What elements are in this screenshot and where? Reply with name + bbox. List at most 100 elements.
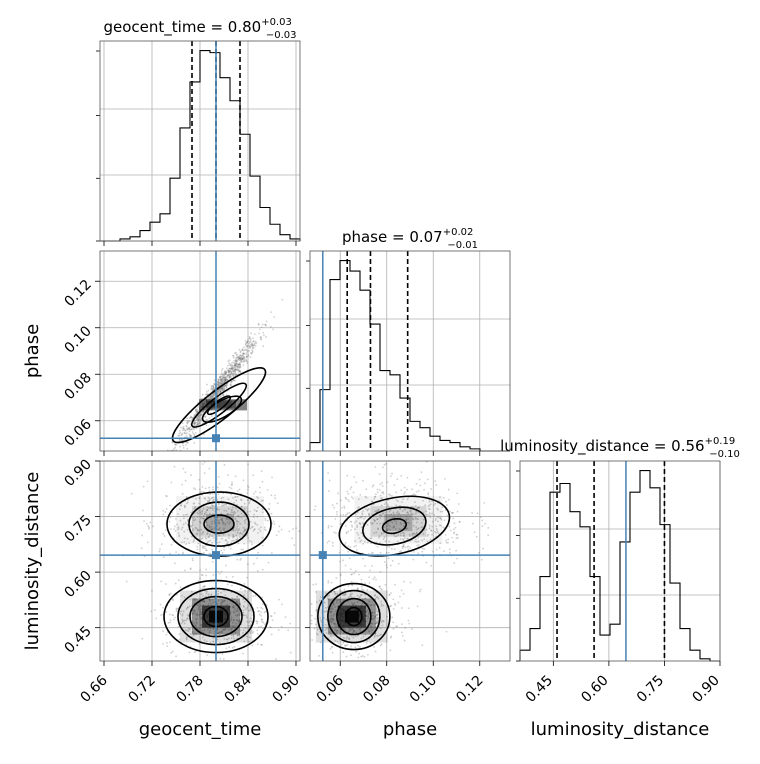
sample-point xyxy=(266,519,269,522)
sample-point xyxy=(195,624,197,627)
sample-point xyxy=(206,654,209,656)
sample-point xyxy=(247,609,250,612)
sample-point xyxy=(389,528,392,531)
sample-point xyxy=(424,504,427,507)
sample-point xyxy=(207,593,210,596)
sample-point xyxy=(377,634,380,637)
sample-point xyxy=(206,419,209,422)
sample-point xyxy=(239,365,241,368)
sample-point xyxy=(236,531,239,534)
sample-point xyxy=(444,477,446,480)
sample-point xyxy=(174,616,177,619)
sample-point xyxy=(366,615,368,617)
sample-point xyxy=(335,599,338,602)
sample-point xyxy=(365,610,368,613)
sample-point xyxy=(218,534,221,537)
sample-point xyxy=(452,528,455,531)
sample-point xyxy=(384,583,387,586)
panel-plot-area xyxy=(100,461,300,661)
sample-point xyxy=(391,521,394,524)
sample-point xyxy=(437,508,440,511)
sample-point xyxy=(452,517,455,520)
sample-point xyxy=(220,387,223,390)
sample-point xyxy=(387,505,389,508)
sample-point xyxy=(269,626,272,629)
sample-point xyxy=(222,394,225,396)
sample-point xyxy=(388,546,391,548)
sample-point xyxy=(231,365,234,368)
sample-point xyxy=(235,368,238,371)
sample-point xyxy=(400,475,403,477)
sample-point xyxy=(289,622,292,625)
sample-point xyxy=(185,543,188,545)
sample-point xyxy=(216,405,219,408)
sample-point xyxy=(198,605,201,608)
sample-point xyxy=(220,379,222,382)
sample-point xyxy=(411,506,414,508)
sample-point xyxy=(379,634,382,637)
sample-point xyxy=(263,611,266,614)
sample-point xyxy=(447,498,450,501)
sample-point xyxy=(367,513,370,516)
sample-point xyxy=(179,613,182,615)
sample-point xyxy=(203,512,206,515)
sample-point xyxy=(346,512,349,515)
sample-point xyxy=(354,513,357,516)
sample-point xyxy=(371,485,374,488)
sample-point xyxy=(213,522,216,524)
sample-point xyxy=(217,390,220,393)
sample-point xyxy=(226,518,229,521)
sample-point xyxy=(223,509,226,512)
frame xyxy=(309,460,511,662)
sample-point xyxy=(219,381,222,384)
sample-point xyxy=(447,538,450,541)
sample-point xyxy=(349,568,352,571)
sample-point xyxy=(217,382,220,384)
sample-point xyxy=(375,608,378,611)
sample-point xyxy=(248,621,250,624)
sample-point xyxy=(234,363,236,366)
sample-point xyxy=(205,549,208,552)
sample-point xyxy=(348,638,350,641)
sample-point xyxy=(252,340,255,343)
sample-point xyxy=(222,629,225,631)
sample-point xyxy=(162,643,164,645)
sample-point xyxy=(270,615,273,618)
sample-point xyxy=(192,487,195,490)
sample-point xyxy=(413,533,416,536)
sample-point xyxy=(453,532,455,535)
sample-point xyxy=(211,548,214,551)
sample-point xyxy=(236,596,238,598)
sample-point xyxy=(387,557,390,560)
sample-point xyxy=(256,515,259,518)
sample-point xyxy=(171,614,174,616)
sample-point xyxy=(395,511,398,514)
sample-point xyxy=(195,618,197,621)
sample-point xyxy=(390,547,393,550)
sample-point xyxy=(238,515,240,518)
sample-point xyxy=(260,618,263,621)
sample-point xyxy=(213,387,215,390)
sample-point xyxy=(481,519,484,522)
sample-point xyxy=(244,608,247,611)
sample-point xyxy=(199,415,202,418)
sample-point xyxy=(183,622,186,625)
sample-point xyxy=(171,451,173,453)
sample-point xyxy=(297,604,299,606)
sample-point xyxy=(349,546,352,549)
sample-point xyxy=(319,641,322,644)
sample-point xyxy=(224,377,227,380)
sample-point xyxy=(389,636,392,639)
contour-line xyxy=(362,506,427,546)
sample-point xyxy=(240,499,243,502)
sample-point xyxy=(222,496,224,499)
sample-point xyxy=(155,465,157,467)
sample-point xyxy=(238,355,241,358)
sample-point xyxy=(290,631,292,633)
sample-point xyxy=(208,526,211,529)
sample-point xyxy=(359,516,361,519)
sample-point xyxy=(237,602,239,604)
sample-point xyxy=(239,357,242,360)
sample-point xyxy=(348,627,351,630)
sample-point xyxy=(370,628,373,631)
